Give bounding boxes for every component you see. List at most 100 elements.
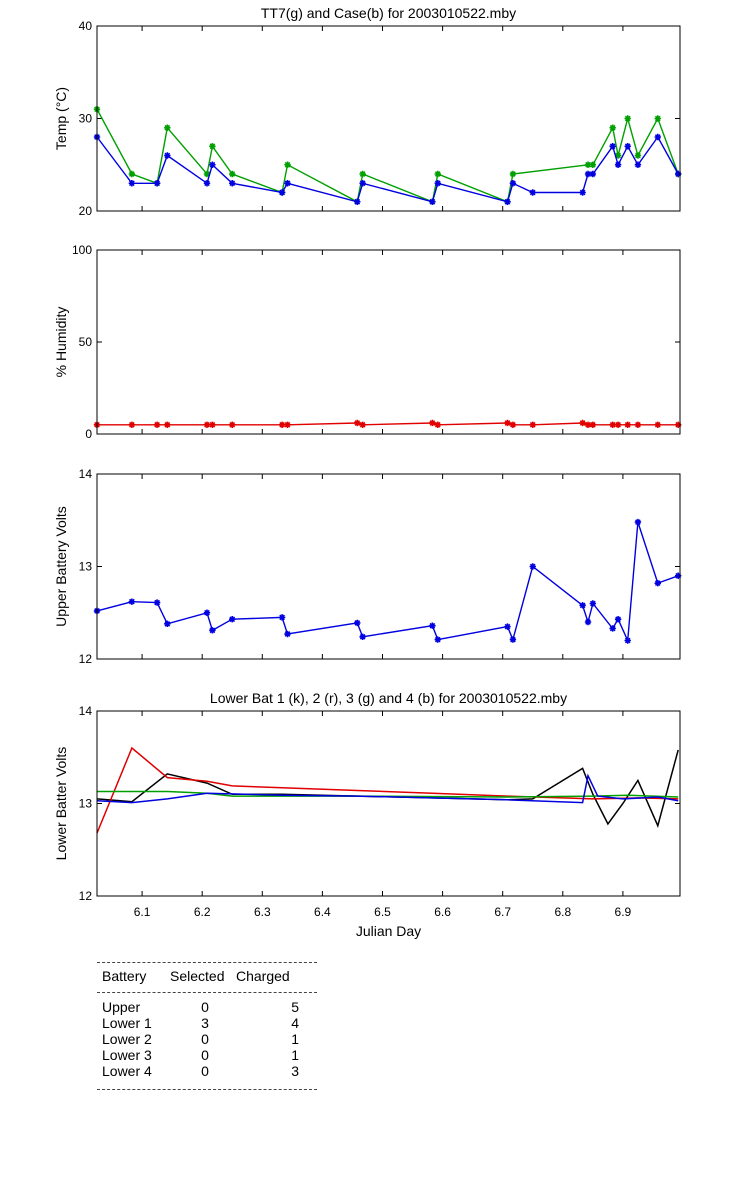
data-point: [634, 152, 642, 159]
data-point: [654, 133, 661, 141]
data-point: [429, 419, 436, 427]
series-line: [96, 746, 679, 834]
data-point: [654, 115, 661, 122]
battery-name: Lower 4: [102, 1063, 152, 1079]
data-point: [609, 143, 616, 150]
battery-selected: 3: [201, 1015, 209, 1031]
data-point: [624, 115, 631, 122]
x-tick-label: 6.8: [554, 905, 571, 919]
data-point: [614, 161, 622, 168]
series-2: [96, 746, 679, 834]
data-point: [434, 421, 441, 428]
data-point: [209, 421, 216, 428]
data-point: [284, 630, 291, 638]
y-tick-label: 14: [79, 467, 93, 481]
series-1: [93, 419, 682, 428]
data-point: [614, 421, 622, 428]
chart-panel-3: 12 13 14 Upper Battery Volts: [53, 467, 682, 666]
chart-panel-4: 12 13 14 6.1 6.2 6.3 6.4 6.5 6.6 6.7 6.8 6.9 Lower B…: [53, 690, 681, 939]
table-row: Lower 4 0 3: [97, 1063, 317, 1079]
data-point: [509, 636, 517, 643]
data-point: [609, 421, 616, 428]
data-point: [509, 421, 517, 428]
battery-selected: 0: [201, 999, 209, 1015]
battery-charged: 1: [291, 1047, 299, 1063]
y-tick-label: 50: [79, 335, 93, 349]
x-tick-label: 6.2: [194, 905, 211, 919]
data-point: [359, 421, 366, 428]
data-point: [584, 618, 592, 626]
y-tick-label: 40: [79, 19, 93, 33]
data-point: [674, 572, 682, 579]
data-point: [209, 143, 216, 150]
data-point: [654, 421, 661, 428]
y-tick-label: 13: [79, 560, 93, 574]
y-axis-label: Temp (°C): [53, 87, 69, 150]
data-point: [229, 421, 236, 428]
x-tick-label: 6.3: [254, 905, 271, 919]
x-tick-label: 6.5: [374, 905, 391, 919]
y-axis-label: Lower Batter Volts: [53, 747, 69, 861]
data-point: [429, 622, 436, 629]
plot-frame: [96, 710, 681, 897]
y-axis-label: Upper Battery Volts: [53, 506, 69, 627]
data-point: [284, 161, 291, 168]
table-header: Battery Selected Charged: [97, 963, 317, 992]
data-point: [278, 614, 286, 621]
x-tick-label: 6.6: [434, 905, 451, 919]
data-point: [209, 161, 216, 168]
data-point: [128, 598, 136, 605]
data-point: [284, 421, 291, 428]
series-1: [93, 518, 682, 644]
data-point: [434, 180, 441, 187]
table-header-rule: [97, 992, 317, 993]
battery-charged: 1: [291, 1031, 299, 1047]
header-battery: Battery: [102, 968, 147, 984]
data-point: [153, 180, 161, 187]
data-point: [354, 198, 361, 205]
battery-table: Battery Selected Charged Upper 0 5 Lower…: [97, 962, 317, 1090]
data-point: [164, 152, 171, 159]
data-point: [584, 421, 592, 428]
chart-panel-2: 0 50 100 % Humidity: [53, 243, 682, 441]
table-top-rule: [97, 962, 317, 963]
data-point: [634, 518, 642, 526]
series-2: [93, 133, 682, 205]
data-point: [509, 170, 517, 178]
data-point: [614, 152, 622, 159]
data-point: [509, 180, 517, 187]
battery-name: Upper: [102, 999, 141, 1015]
data-point: [164, 421, 171, 428]
panel-title: TT7(g) and Case(b) for 2003010522.mby: [261, 5, 516, 21]
y-tick-label: 12: [79, 889, 93, 903]
table-row: Upper 0 5: [97, 999, 317, 1015]
data-point: [284, 180, 291, 187]
data-point: [209, 627, 216, 634]
data-point: [504, 623, 511, 630]
data-point: [589, 170, 597, 178]
x-tick-label: 6.7: [494, 905, 511, 919]
data-point: [359, 180, 366, 187]
battery-name: Lower 3: [102, 1047, 152, 1063]
data-point: [584, 170, 592, 178]
data-point: [529, 189, 536, 196]
y-tick-label: 14: [79, 704, 93, 718]
data-point: [654, 579, 661, 587]
series-line: [96, 773, 679, 804]
data-point: [164, 124, 171, 131]
series-line: [96, 108, 679, 203]
data-point: [359, 633, 366, 640]
y-tick-label: 30: [79, 112, 93, 126]
data-point: [579, 189, 586, 196]
series-line: [96, 749, 679, 828]
y-tick-label: 100: [72, 243, 92, 257]
battery-charged: 5: [291, 999, 299, 1015]
chart-figure: 20 30 40 TT7(g) and Case(b) for 2003010522.…: [53, 5, 682, 939]
plot-frame: [96, 249, 681, 435]
data-point: [229, 170, 236, 178]
data-point: [624, 143, 631, 150]
data-point: [579, 602, 586, 609]
table-bottom-rule: [97, 1089, 317, 1090]
plot-frame: [96, 473, 681, 660]
data-point: [354, 619, 361, 627]
